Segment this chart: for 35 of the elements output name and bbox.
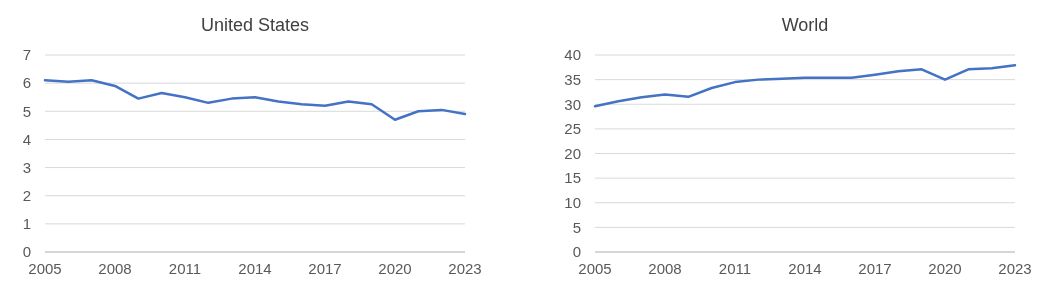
- line-series: [593, 64, 1017, 108]
- x-tick-label: 2023: [998, 260, 1032, 277]
- x-tick-label: 2014: [238, 260, 272, 277]
- y-tick-label: 15: [564, 169, 581, 187]
- line-series: [43, 79, 467, 121]
- x-tick-label: 2017: [858, 260, 892, 277]
- x-tick-label: 2017: [308, 260, 342, 277]
- y-tick-label: 5: [572, 218, 581, 236]
- y-tick-label: 35: [564, 70, 581, 88]
- x-tick-label: 2014: [788, 260, 822, 277]
- x-tick-label: 2005: [578, 260, 612, 277]
- x-tick-label: 2020: [928, 260, 962, 277]
- y-tick-label: 2: [22, 186, 31, 204]
- x-tick-label: 2011: [718, 260, 752, 277]
- y-tick-label: 25: [564, 120, 581, 138]
- y-tick-label: 4: [22, 130, 31, 148]
- x-tick-label: 2023: [448, 260, 482, 277]
- y-tick-label: 20: [564, 144, 581, 162]
- x-tick-label: 2011: [168, 260, 202, 277]
- y-tick-label: 0: [22, 243, 31, 261]
- y-tick-label: 40: [564, 46, 581, 64]
- x-tick-label: 2005: [28, 260, 62, 277]
- y-tick-label: 10: [564, 194, 581, 211]
- y-tick-label: 1: [22, 215, 31, 233]
- chart-title: United States: [200, 15, 310, 35]
- y-tick-label: 5: [22, 102, 31, 120]
- y-tick-label: 7: [22, 46, 31, 64]
- y-tick-label: 30: [564, 95, 581, 113]
- x-tick-label: 2008: [648, 260, 682, 277]
- y-tick-label: 3: [22, 158, 31, 176]
- x-tick-label: 2008: [98, 260, 132, 277]
- y-tick-label: 0: [572, 243, 581, 261]
- y-tick-label: 6: [22, 74, 31, 92]
- chart-title: World: [781, 15, 829, 35]
- x-tick-label: 2020: [378, 260, 412, 277]
